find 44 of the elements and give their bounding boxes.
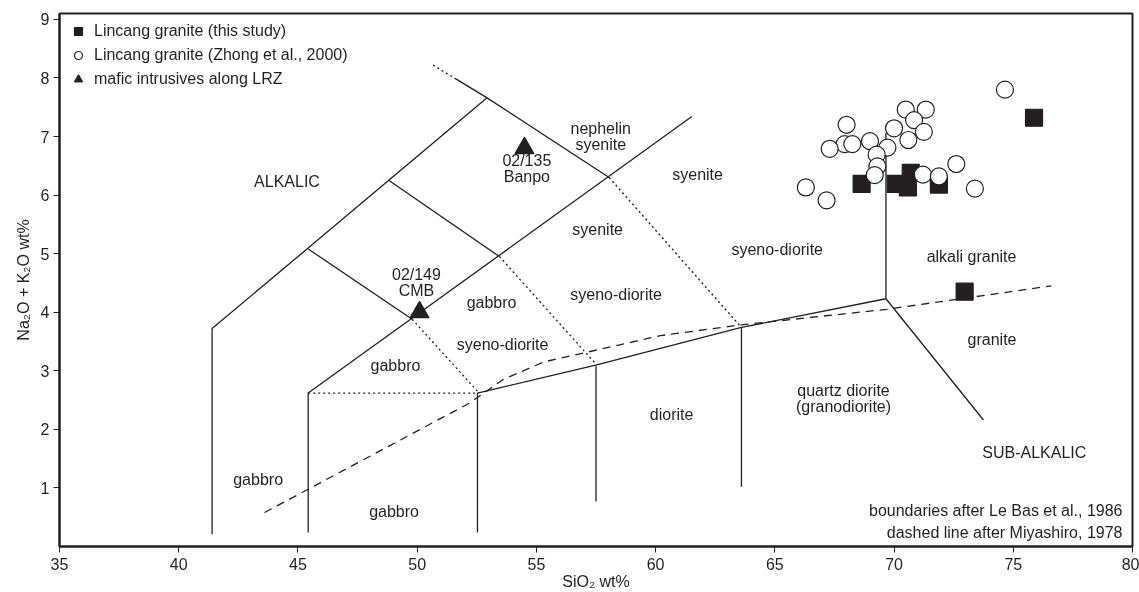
y-tick-label: 3 bbox=[40, 362, 50, 380]
x-tick-label: 65 bbox=[765, 555, 784, 573]
annotation: boundaries after Le Bas et al., 1986 bbox=[868, 501, 1123, 519]
y-tick-label: 7 bbox=[40, 128, 50, 146]
annotation: gabbro bbox=[466, 293, 517, 311]
annotation: gabbro bbox=[369, 502, 420, 520]
annotation: quartz diorite (granodiorite) bbox=[795, 381, 892, 415]
annotation: gabbro bbox=[370, 357, 421, 375]
x-tick-label: 80 bbox=[1121, 555, 1139, 573]
annotation: SUB-ALKALIC bbox=[982, 443, 1087, 461]
annotation: granite bbox=[967, 331, 1017, 349]
annotation: syeno-diorite bbox=[731, 241, 824, 259]
legend-label: Lincang granite (this study) bbox=[94, 22, 287, 40]
annotation: dashed line after Miyashiro, 1978 bbox=[886, 523, 1123, 541]
x-tick-label: 40 bbox=[169, 555, 188, 573]
annotation: 02/135 Banpo bbox=[502, 152, 552, 186]
y-axis-title: Na₂O + K₂O wt% bbox=[14, 219, 32, 341]
y-tick-label: 9 bbox=[40, 11, 50, 29]
x-tick-label: 50 bbox=[408, 555, 427, 573]
y-tick-label: 6 bbox=[40, 187, 50, 205]
annotation: syeno-diorite bbox=[570, 286, 662, 304]
x-tick-label: 55 bbox=[527, 555, 546, 573]
y-tick-label: 2 bbox=[40, 421, 50, 439]
y-tick-label: 1 bbox=[40, 479, 50, 497]
annotation: ALKALIC bbox=[254, 172, 320, 190]
annotation: syenite bbox=[572, 220, 624, 238]
annotation: gabbro bbox=[233, 471, 284, 489]
legend-label: mafic intrusives along LRZ bbox=[94, 70, 283, 88]
x-tick-label: 60 bbox=[646, 555, 665, 573]
x-tick-label: 70 bbox=[885, 555, 904, 573]
annotation: nephelin syenite bbox=[570, 119, 632, 154]
y-tick-label: 4 bbox=[40, 304, 50, 322]
x-tick-label: 45 bbox=[289, 555, 307, 573]
x-tick-label: 75 bbox=[1004, 555, 1023, 573]
x-tick-label: 35 bbox=[50, 555, 69, 573]
annotation: syenite bbox=[672, 166, 724, 184]
y-tick-label: 5 bbox=[40, 245, 50, 263]
y-tick-label: 8 bbox=[40, 69, 50, 87]
annotation: 02/149 CMB bbox=[391, 266, 442, 300]
legend-label: Lincang granite (Zhong et al., 2000) bbox=[94, 46, 348, 64]
annotation: syeno-diorite bbox=[456, 335, 549, 353]
x-axis-title: SiO₂ wt% bbox=[562, 572, 630, 590]
annotation: diorite bbox=[649, 405, 694, 423]
annotation: alkali granite bbox=[926, 248, 1017, 266]
